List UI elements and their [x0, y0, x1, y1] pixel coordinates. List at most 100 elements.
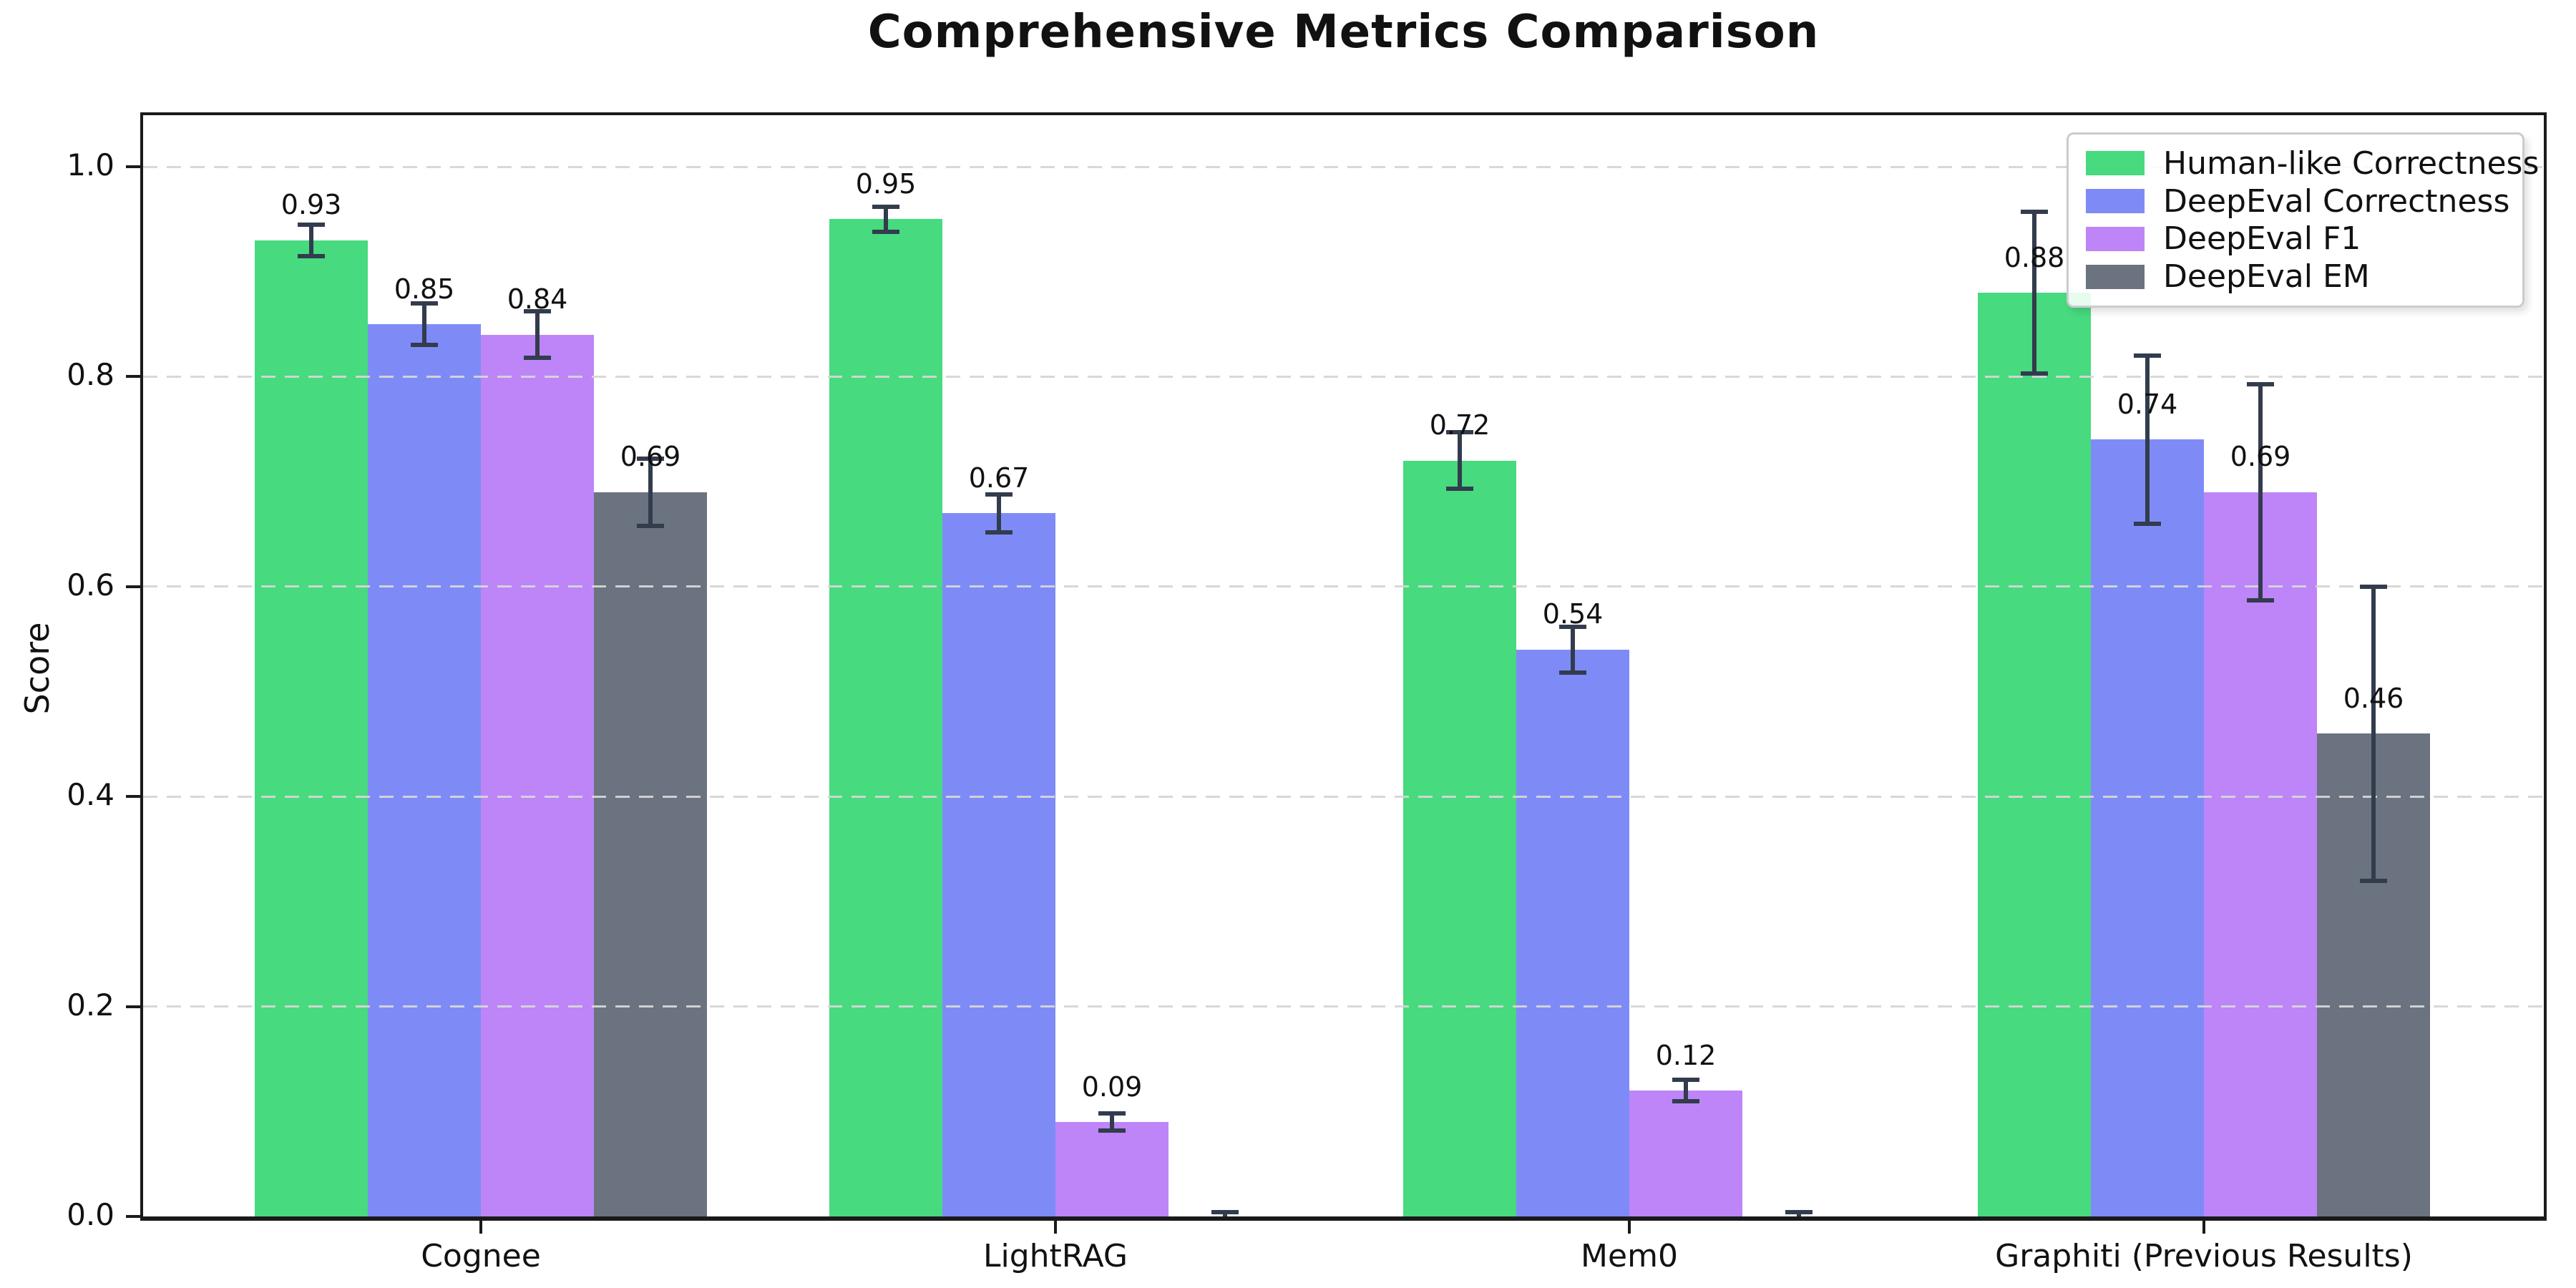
bar	[1055, 1121, 1169, 1216]
gridline	[143, 585, 2544, 588]
error-bar-cap	[411, 343, 438, 348]
y-axis-label: Score	[18, 622, 57, 715]
bar	[594, 492, 707, 1216]
bar-value-label: 0.67	[968, 462, 1030, 494]
gridline	[143, 1005, 2544, 1008]
error-bar-cap	[2134, 521, 2161, 526]
error-bar	[2258, 384, 2263, 600]
error-bar-cap	[524, 355, 551, 360]
y-tick-mark	[126, 1215, 140, 1218]
error-bar-cap	[1446, 487, 1473, 492]
error-bar-cap	[1559, 624, 1586, 629]
y-tick-mark	[126, 795, 140, 799]
error-bar-cap	[872, 229, 899, 234]
bar-value-label: 0.46	[2343, 682, 2404, 714]
error-bar-cap	[2360, 584, 2387, 589]
y-tick-label: 0.8	[67, 357, 114, 393]
error-bar-cap	[1785, 1219, 1813, 1221]
bar-value-label: 0.88	[2004, 241, 2065, 273]
bar	[829, 219, 942, 1216]
legend-label: DeepEval F1	[2163, 220, 2361, 258]
error-bar-cap	[2021, 210, 2048, 215]
legend: Human-like Correctness DeepEval Correctne…	[2067, 132, 2539, 308]
error-bar-cap	[2360, 878, 2387, 883]
error-bar-cap	[1446, 430, 1473, 435]
bar	[2091, 439, 2204, 1216]
error-bar-cap	[524, 309, 551, 314]
error-bar	[535, 311, 540, 358]
x-tick-label: Graphiti (Previous Results)	[1995, 1238, 2413, 1274]
bar	[1629, 1090, 1742, 1216]
legend-item: Human-like Correctness	[2086, 145, 2539, 182]
error-bar	[309, 224, 313, 256]
y-tick-mark	[126, 165, 140, 168]
error-bar-cap	[1211, 1219, 1239, 1221]
error-bar-cap	[985, 530, 1013, 535]
x-tick-label: Cognee	[421, 1238, 541, 1274]
error-bar-cap	[298, 253, 325, 258]
error-bar	[1571, 626, 1575, 673]
grid-layer	[143, 115, 2544, 1216]
y-tick-label: 0.0	[67, 1197, 114, 1232]
error-bar	[1458, 432, 1462, 489]
error-bar-cap	[637, 523, 664, 528]
error-bar-cap	[1672, 1078, 1699, 1083]
error-bar-cap	[2247, 381, 2274, 386]
error-bar	[884, 206, 888, 232]
annotations-layer: 0.93 0.95 0.72 0.88 0.85 0.67 0.54 0.74 0.84 0.09…	[143, 115, 2544, 1216]
chart-title: Comprehensive Metrics Comparison	[867, 6, 1820, 59]
y-tick-label: 0.6	[67, 567, 114, 602]
y-tick-label: 0.4	[67, 777, 114, 813]
error-bar-cap	[298, 222, 325, 227]
bar-value-label: 0.69	[2230, 441, 2291, 473]
error-bar-cap	[2247, 597, 2274, 602]
bar-value-label: 0.95	[855, 167, 917, 200]
x-tick-label: Mem0	[1581, 1238, 1678, 1274]
gridline	[143, 375, 2544, 378]
bar	[1978, 293, 2091, 1216]
x-tick-label: LightRAG	[982, 1238, 1128, 1274]
gridline	[143, 165, 2544, 168]
y-tick-mark	[126, 585, 140, 588]
error-bar-cap	[2021, 371, 2048, 376]
legend-swatch	[2086, 226, 2145, 251]
bar	[368, 324, 481, 1216]
bar-value-label: 0.12	[1655, 1039, 1717, 1071]
legend-item: DeepEval EM	[2086, 258, 2505, 295]
error-bar	[2371, 586, 2376, 881]
error-bar	[997, 494, 1001, 532]
error-bar-cap	[1211, 1210, 1239, 1215]
error-bar-cap	[411, 301, 438, 306]
error-bar-cap	[985, 492, 1013, 497]
y-tick-mark	[126, 1005, 140, 1008]
bar-value-label: 0.69	[620, 441, 681, 473]
error-bar-cap	[1672, 1098, 1699, 1103]
bar-value-label: 0.93	[280, 189, 342, 221]
y-tick-label: 0.2	[67, 987, 114, 1023]
error-bar	[2145, 356, 2150, 524]
y-tick-mark	[126, 375, 140, 379]
error-bar	[2032, 212, 2036, 374]
legend-swatch	[2086, 189, 2145, 214]
legend-swatch	[2086, 151, 2145, 176]
error-bar-cap	[2134, 353, 2161, 358]
bar-value-label: 0.85	[394, 273, 455, 305]
bar	[2204, 492, 2317, 1216]
x-tick-mark	[479, 1219, 482, 1234]
x-tick-mark	[2202, 1219, 2205, 1234]
bar-value-label: 0.84	[507, 283, 568, 316]
error-bar-cap	[1785, 1210, 1813, 1215]
error-bar-cap	[637, 456, 664, 461]
legend-label: Human-like Correctness	[2163, 145, 2540, 182]
error-bar-cap	[1559, 670, 1586, 675]
error-bar	[648, 458, 653, 526]
bar	[255, 240, 368, 1216]
x-tick-mark	[1628, 1219, 1631, 1234]
bar-value-label: 0.74	[2117, 389, 2178, 420]
legend-label: DeepEval Correctness	[2163, 182, 2510, 220]
legend-label: DeepEval EM	[2163, 258, 2370, 296]
error-bar	[422, 303, 426, 346]
bar-value-label: 0.72	[1429, 409, 1491, 441]
error-bar-cap	[1098, 1128, 1126, 1133]
